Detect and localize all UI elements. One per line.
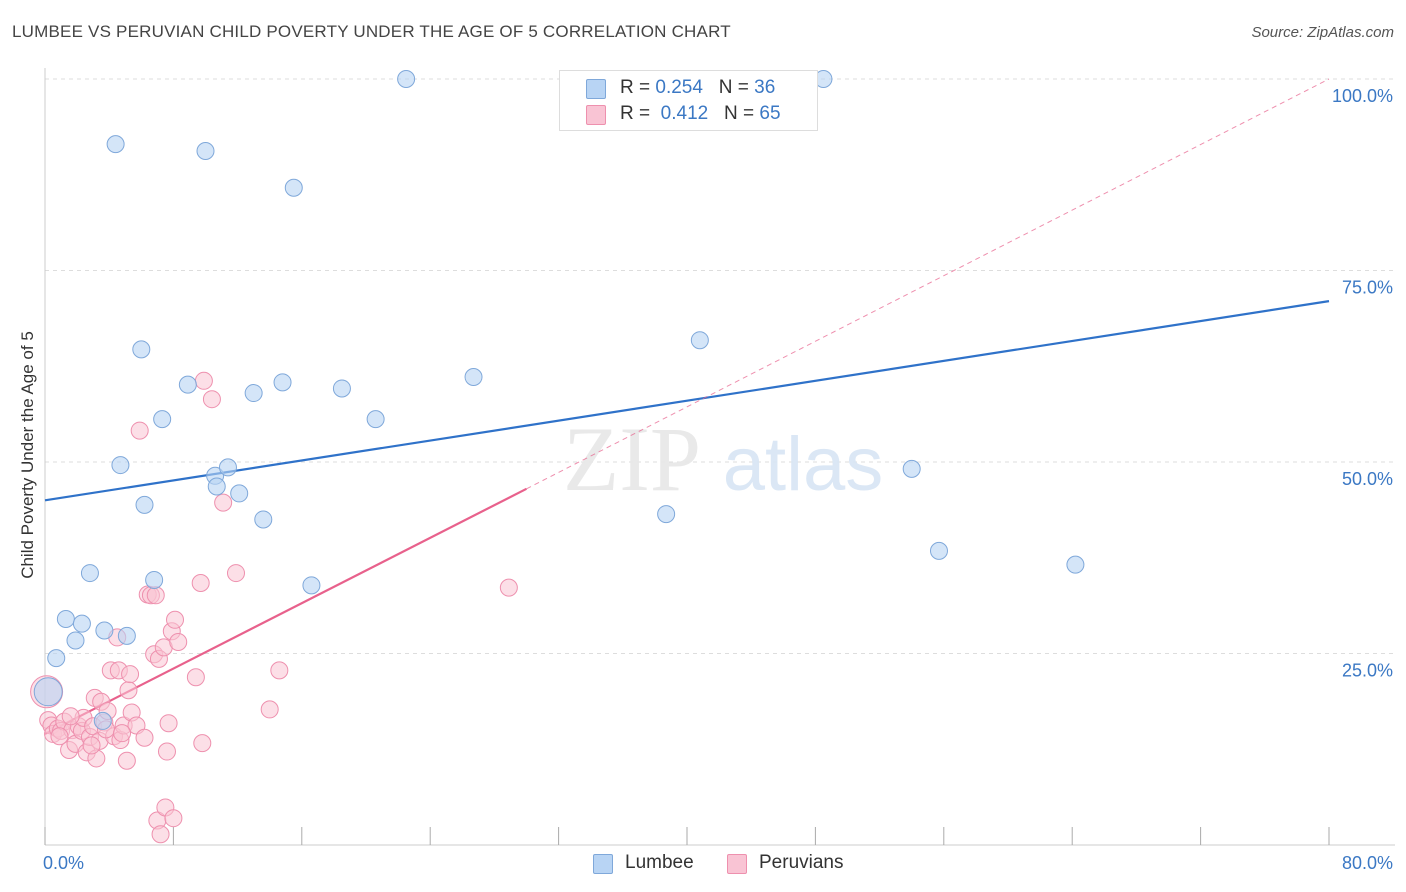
lumbee-point (218, 458, 237, 477)
peruvians-point (151, 825, 170, 844)
lumbee-point (302, 576, 321, 595)
lumbee-trend-line (44, 300, 1330, 502)
peruvians-point (166, 610, 185, 629)
peruvians-point (260, 700, 279, 719)
peruvians-point (82, 736, 101, 755)
lumbee-point (207, 477, 226, 496)
lumbee-points (33, 70, 1085, 730)
lumbee-point (93, 711, 112, 730)
peruvians-point (499, 578, 518, 597)
axes (44, 68, 1395, 846)
peruvians-point (191, 574, 210, 593)
lumbee-point (178, 375, 197, 394)
trend-lines (44, 78, 1330, 735)
legend-r-label: R = (620, 77, 656, 98)
y-tick-label: 100.0% (1332, 86, 1393, 106)
legend-r-value: 0.254 (655, 77, 703, 98)
lumbee-point (902, 459, 921, 478)
watermark-zip: ZIP (563, 408, 701, 510)
lumbee-point (33, 677, 63, 707)
legend-r-label: R = (620, 103, 656, 124)
legend-r-value: 0.412 (660, 103, 709, 124)
peruvians-point (193, 734, 212, 753)
lumbee-point (397, 70, 416, 88)
lumbee-point (254, 510, 273, 529)
peruvians-point (50, 727, 69, 746)
legend-n-label: N = (718, 77, 755, 98)
lumbee-point (230, 484, 249, 503)
peruvians-point (157, 742, 176, 761)
lumbee-point (196, 142, 215, 161)
peruvians-point (61, 707, 80, 726)
lumbee-point (244, 384, 263, 403)
peruvians-point (270, 661, 289, 680)
lumbee-point (95, 621, 114, 640)
chart-title: LUMBEE VS PERUVIAN CHILD POVERTY UNDER T… (12, 22, 731, 41)
peruvians-point (169, 633, 188, 652)
lumbee-point (273, 373, 292, 392)
peruvians-point (202, 390, 221, 409)
y-tick-labels: 25.0% 50.0% 75.0% 100.0% (1332, 86, 1393, 681)
peruvians-point (130, 421, 149, 440)
lumbee-point (47, 649, 66, 668)
peruvians-point (214, 493, 233, 512)
peruvians-point (159, 714, 178, 733)
peruvians-point (194, 371, 213, 390)
lumbee-point (366, 410, 385, 429)
peruvians-point (186, 668, 205, 687)
peruvians-point (135, 728, 154, 747)
peruvians-point (117, 751, 136, 770)
lumbee-point (72, 614, 91, 633)
lumbee-point (690, 331, 709, 350)
watermark-atlas: atlas (723, 422, 884, 507)
x-tick-label: 0.0% (43, 853, 84, 873)
peruvians-point (146, 586, 165, 605)
lumbee-point (66, 631, 85, 650)
lumbee-point (132, 340, 151, 359)
peruvians-swatch (586, 105, 606, 125)
lumbee-point (929, 541, 948, 560)
x-tick-labels: 0.0% 80.0% (43, 853, 1393, 873)
legend-n-value: 65 (759, 103, 781, 124)
lumbee-point (284, 178, 303, 197)
y-tick-label: 25.0% (1342, 661, 1393, 681)
lumbee-point (153, 410, 172, 429)
lumbee-point (106, 135, 125, 154)
lumbee-point (145, 570, 164, 589)
peruvians-point (121, 665, 140, 684)
peruvians-trend-line (44, 487, 527, 735)
watermark: ZIP atlas (563, 408, 883, 510)
peruvians-point (113, 724, 132, 743)
lumbee-point (332, 379, 351, 398)
legend-n-value: 36 (754, 77, 776, 98)
y-tick-label: 50.0% (1342, 469, 1393, 489)
legend-n-label: N = (724, 103, 760, 124)
lumbee-swatch (586, 79, 606, 99)
lumbee-point (135, 495, 154, 514)
peruvians-trend-extension (526, 78, 1330, 490)
lumbee-point (56, 610, 75, 629)
grid-lines (45, 78, 1395, 654)
peruvians-point (164, 809, 183, 828)
lumbee-legend-label: Lumbee (625, 852, 694, 873)
lumbee-point (1066, 555, 1085, 574)
chart-source: Source: ZipAtlas.com (1251, 24, 1394, 41)
lumbee-point (464, 367, 483, 386)
peruvians-legend-label: Peruvians (759, 852, 844, 873)
lumbee-point (80, 564, 99, 583)
lumbee-point (657, 505, 676, 524)
lumbee-legend-swatch (593, 854, 613, 874)
lumbee-point (117, 626, 136, 645)
peruvians-point (119, 681, 138, 700)
peruvians-legend-swatch (727, 854, 747, 874)
correlation-legend: R = 0.254 N = 36 R = 0.412 N = 65 (559, 70, 818, 131)
y-tick-label: 75.0% (1342, 278, 1393, 298)
x-tick-label: 80.0% (1342, 853, 1393, 873)
peruvians-points (30, 371, 518, 844)
peruvians-point (226, 564, 245, 583)
lumbee-point (111, 456, 130, 475)
